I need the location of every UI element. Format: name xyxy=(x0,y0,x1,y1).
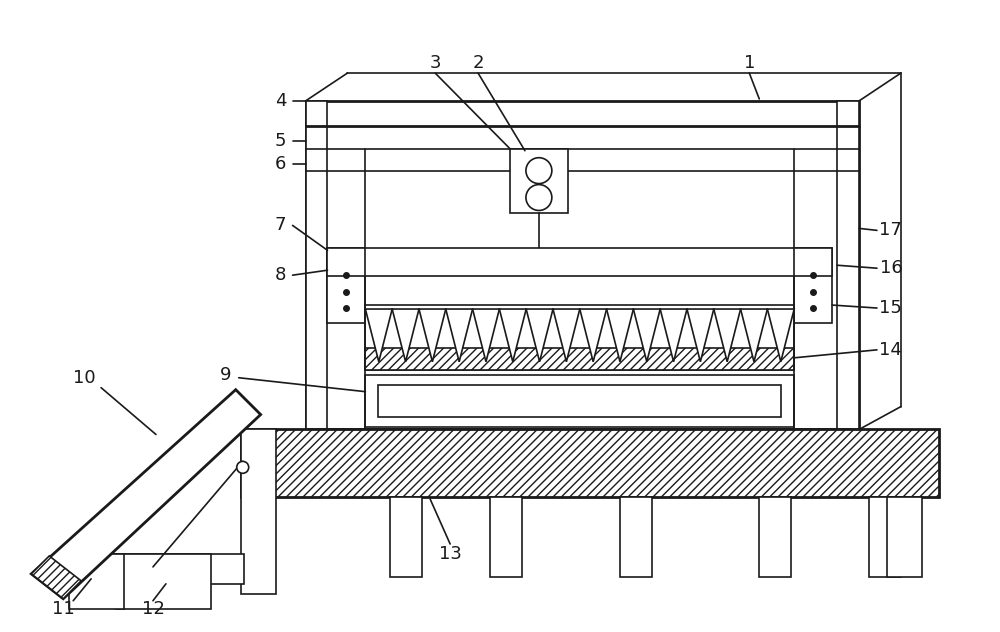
Bar xyxy=(365,305,794,370)
Polygon shape xyxy=(687,309,714,362)
Bar xyxy=(69,554,244,584)
Polygon shape xyxy=(526,309,553,362)
Text: 4: 4 xyxy=(275,92,286,110)
Polygon shape xyxy=(446,309,473,362)
Polygon shape xyxy=(31,390,261,599)
Polygon shape xyxy=(499,309,526,362)
Bar xyxy=(390,497,422,577)
Bar xyxy=(306,101,327,430)
Polygon shape xyxy=(365,309,392,362)
Bar xyxy=(327,248,365,323)
Text: 5: 5 xyxy=(275,132,286,150)
Circle shape xyxy=(526,185,552,210)
Text: 8: 8 xyxy=(275,266,286,284)
Text: 11: 11 xyxy=(52,600,75,617)
Circle shape xyxy=(237,461,249,473)
Polygon shape xyxy=(767,309,794,362)
Text: 17: 17 xyxy=(879,221,902,240)
Bar xyxy=(365,375,794,427)
Bar xyxy=(69,554,124,609)
Bar xyxy=(794,248,832,323)
Bar xyxy=(116,554,211,609)
Bar xyxy=(327,248,832,276)
Text: 9: 9 xyxy=(220,366,232,384)
Bar xyxy=(241,430,276,594)
Text: 3: 3 xyxy=(429,54,441,72)
Text: 1: 1 xyxy=(744,54,755,72)
Text: 2: 2 xyxy=(472,54,484,72)
Bar xyxy=(869,497,901,577)
Bar xyxy=(759,497,791,577)
Bar xyxy=(365,348,794,370)
Text: 12: 12 xyxy=(142,600,164,617)
Polygon shape xyxy=(31,556,81,599)
Bar xyxy=(378,385,781,416)
Bar xyxy=(510,149,568,214)
Text: 13: 13 xyxy=(439,545,462,563)
Polygon shape xyxy=(419,309,446,362)
Polygon shape xyxy=(553,309,580,362)
Bar xyxy=(490,497,522,577)
Bar xyxy=(241,430,939,497)
Bar xyxy=(620,497,652,577)
Text: 6: 6 xyxy=(275,155,286,173)
Polygon shape xyxy=(473,309,499,362)
Polygon shape xyxy=(607,309,633,362)
Text: 7: 7 xyxy=(275,216,286,234)
Bar xyxy=(887,497,922,577)
Polygon shape xyxy=(660,309,687,362)
Bar xyxy=(306,101,859,430)
Text: 10: 10 xyxy=(73,368,95,387)
Polygon shape xyxy=(392,309,419,362)
Polygon shape xyxy=(741,309,767,362)
Bar xyxy=(837,101,859,430)
Polygon shape xyxy=(580,309,607,362)
Text: 15: 15 xyxy=(879,299,902,317)
Circle shape xyxy=(526,158,552,183)
Text: 16: 16 xyxy=(880,259,902,277)
Polygon shape xyxy=(633,309,660,362)
Text: 14: 14 xyxy=(879,341,902,359)
Polygon shape xyxy=(714,309,741,362)
